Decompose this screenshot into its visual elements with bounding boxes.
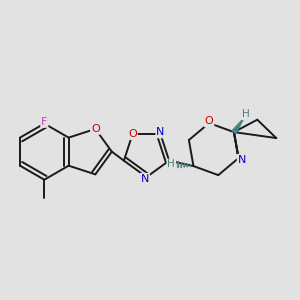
Text: N: N [238, 155, 246, 165]
Text: N: N [156, 128, 165, 137]
Text: F: F [41, 117, 47, 127]
Text: N: N [141, 174, 149, 184]
Text: O: O [91, 124, 100, 134]
Text: H: H [167, 159, 175, 170]
Text: H: H [242, 109, 249, 119]
Text: O: O [128, 129, 137, 139]
Polygon shape [232, 118, 244, 134]
Text: O: O [205, 116, 214, 126]
